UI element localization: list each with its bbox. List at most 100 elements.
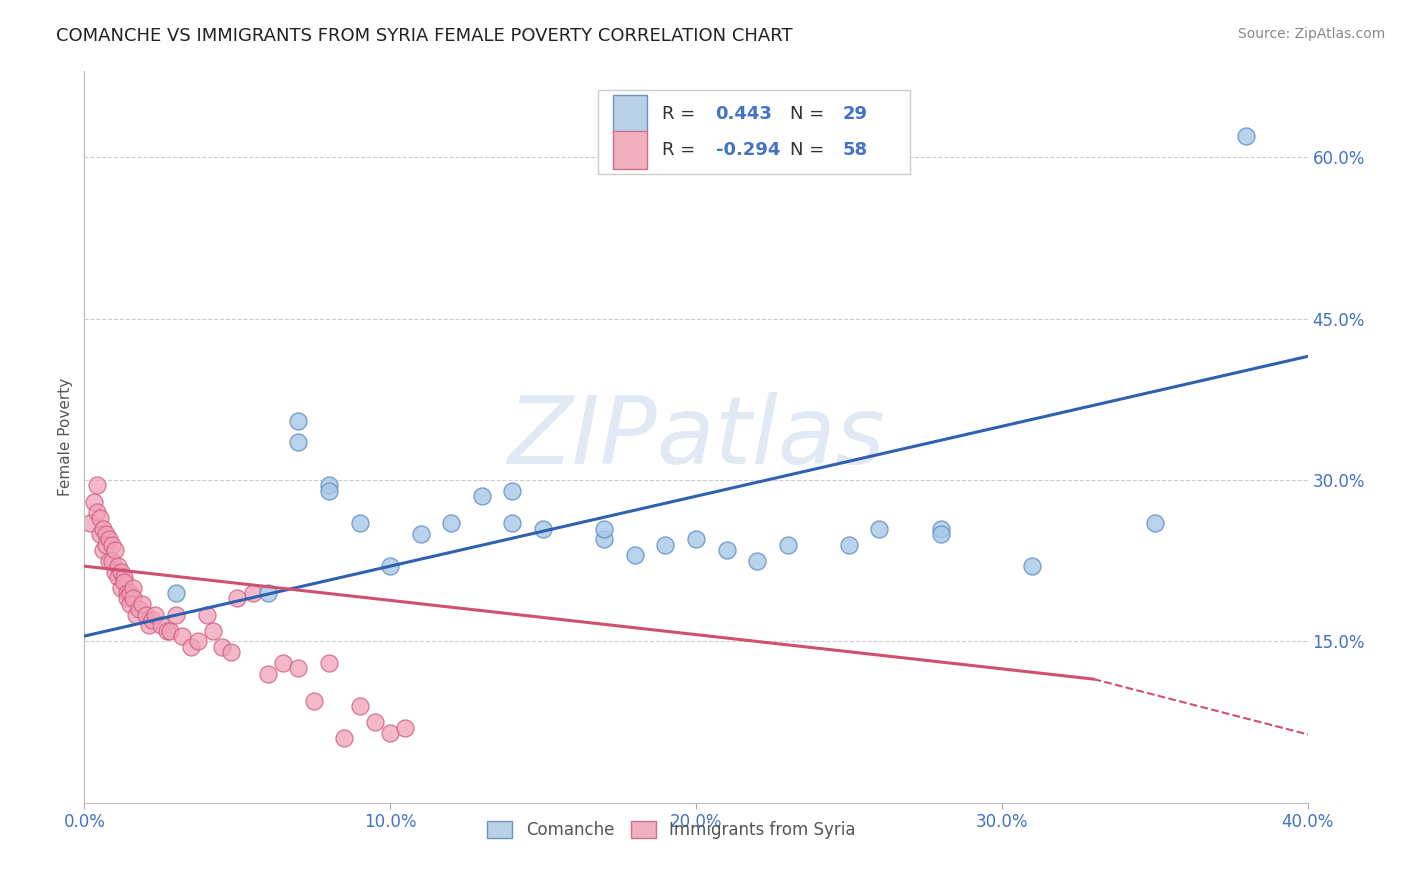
Point xyxy=(869,521,891,535)
Point xyxy=(104,565,127,579)
Point xyxy=(257,666,280,681)
Point xyxy=(502,516,524,530)
Point xyxy=(349,698,371,713)
Point xyxy=(654,538,676,552)
Point xyxy=(747,554,769,568)
Point xyxy=(1236,128,1258,143)
Bar xyxy=(613,130,647,169)
Legend: Comanche, Immigrants from Syria: Comanche, Immigrants from Syria xyxy=(481,814,862,846)
Point xyxy=(380,726,402,740)
Point xyxy=(79,516,101,530)
Y-axis label: Female Poverty: Female Poverty xyxy=(58,378,73,496)
Point xyxy=(333,731,356,746)
Point xyxy=(685,533,707,547)
Point xyxy=(318,478,340,492)
Point xyxy=(115,591,138,606)
Point xyxy=(141,613,163,627)
Text: 0.443: 0.443 xyxy=(716,104,772,123)
Point xyxy=(318,483,340,498)
Point xyxy=(364,715,387,730)
Point xyxy=(318,656,340,670)
Point xyxy=(624,549,647,563)
Point xyxy=(122,591,145,606)
Point xyxy=(89,510,111,524)
Point xyxy=(287,661,309,675)
Point xyxy=(593,533,616,547)
Point xyxy=(287,435,309,450)
Point xyxy=(97,554,120,568)
Point xyxy=(380,559,402,574)
Text: R =: R = xyxy=(662,104,700,123)
Point xyxy=(409,527,432,541)
Point xyxy=(211,640,233,654)
Point xyxy=(502,483,524,498)
Point xyxy=(287,414,309,428)
Point xyxy=(257,586,280,600)
Point xyxy=(131,597,153,611)
Point xyxy=(226,591,249,606)
Point xyxy=(1143,516,1166,530)
Point xyxy=(107,570,129,584)
Point xyxy=(242,586,264,600)
Point xyxy=(128,602,150,616)
Point xyxy=(112,570,135,584)
Point xyxy=(122,581,145,595)
Point xyxy=(120,586,142,600)
Text: ZIPatlas: ZIPatlas xyxy=(508,392,884,483)
Text: N =: N = xyxy=(790,104,830,123)
Point xyxy=(149,618,172,632)
Point xyxy=(776,538,799,552)
Point xyxy=(838,538,860,552)
Point xyxy=(929,521,952,535)
Point xyxy=(271,656,294,670)
Point xyxy=(97,533,120,547)
Point xyxy=(165,607,187,622)
Point xyxy=(110,565,132,579)
Text: R =: R = xyxy=(662,141,700,159)
Point xyxy=(135,607,157,622)
Text: 58: 58 xyxy=(842,141,868,159)
Point xyxy=(91,521,114,535)
Point xyxy=(138,618,160,632)
Point xyxy=(593,521,616,535)
Point xyxy=(104,543,127,558)
Point xyxy=(115,586,138,600)
Point xyxy=(125,607,148,622)
Point xyxy=(156,624,179,638)
Point xyxy=(143,607,166,622)
Point xyxy=(201,624,224,638)
Point xyxy=(110,581,132,595)
Text: 29: 29 xyxy=(842,104,868,123)
Point xyxy=(394,721,416,735)
Point xyxy=(716,543,738,558)
Point xyxy=(112,575,135,590)
Point xyxy=(531,521,554,535)
Point xyxy=(94,527,117,541)
Point xyxy=(86,478,108,492)
Point xyxy=(101,538,124,552)
Point xyxy=(929,527,952,541)
Point xyxy=(440,516,463,530)
Text: N =: N = xyxy=(790,141,830,159)
Point xyxy=(165,586,187,600)
Text: -0.294: -0.294 xyxy=(716,141,780,159)
Bar xyxy=(613,95,647,133)
Point xyxy=(120,597,142,611)
Point xyxy=(195,607,218,622)
Point xyxy=(107,559,129,574)
Point xyxy=(219,645,242,659)
Point xyxy=(101,554,124,568)
Point xyxy=(89,527,111,541)
Point xyxy=(180,640,202,654)
Point xyxy=(471,489,494,503)
Bar xyxy=(598,90,910,174)
Point xyxy=(1021,559,1043,574)
Point xyxy=(172,629,194,643)
Text: Source: ZipAtlas.com: Source: ZipAtlas.com xyxy=(1237,27,1385,41)
Point xyxy=(94,538,117,552)
Point xyxy=(91,543,114,558)
Point xyxy=(159,624,181,638)
Text: COMANCHE VS IMMIGRANTS FROM SYRIA FEMALE POVERTY CORRELATION CHART: COMANCHE VS IMMIGRANTS FROM SYRIA FEMALE… xyxy=(56,27,793,45)
Point xyxy=(86,505,108,519)
Point xyxy=(302,693,325,707)
